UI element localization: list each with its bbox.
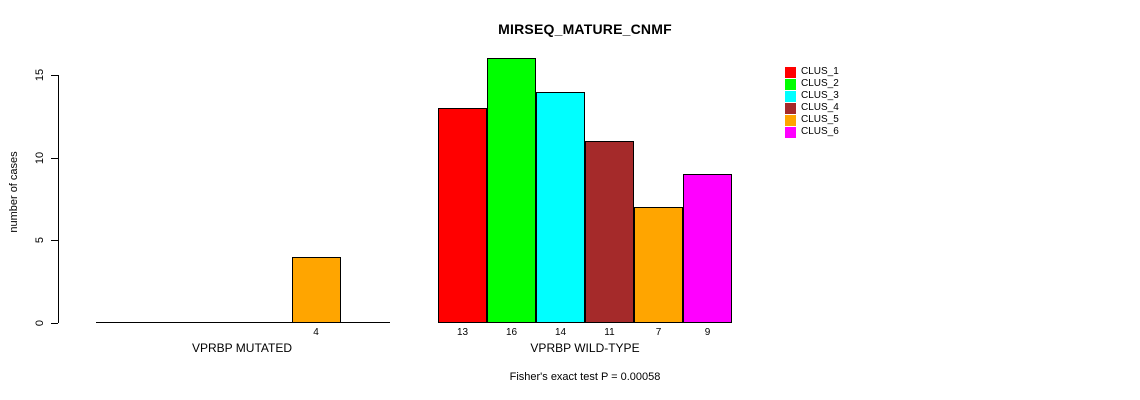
legend-label: CLUS_6	[801, 126, 839, 137]
footnote: Fisher's exact test P = 0.00058	[509, 371, 661, 383]
legend-label: CLUS_1	[801, 66, 839, 77]
bar-clus_1	[438, 108, 487, 323]
chart-title: MIRSEQ_MATURE_CNMF	[498, 21, 672, 37]
legend-item-clus_3: CLUS_3	[785, 90, 839, 102]
bar-clus_5	[291, 257, 341, 323]
y-axis-tick	[51, 75, 58, 76]
legend-label: CLUS_3	[801, 90, 839, 101]
bar-value-label: 7	[655, 327, 662, 338]
legend-label: CLUS_2	[801, 78, 839, 89]
legend-swatch-clus_2	[785, 78, 796, 90]
legend-swatch-clus_4	[785, 102, 796, 114]
y-axis-tick-label: 0	[34, 319, 46, 327]
y-axis-title: number of cases	[8, 151, 20, 233]
legend-item-clus_5: CLUS_5	[785, 114, 839, 126]
y-axis-tick-label: 5	[34, 236, 46, 244]
bar-value-label: 13	[456, 327, 469, 338]
y-axis-tick	[51, 158, 58, 159]
bar-value-label: 11	[604, 327, 615, 338]
legend-item-clus_6: CLUS_6	[785, 126, 839, 138]
bar-clus_4	[585, 141, 634, 323]
legend-swatch-clus_1	[785, 66, 796, 78]
bar-clus_5	[634, 207, 683, 323]
bar-value-label: 9	[704, 327, 711, 338]
y-axis-tick-label: 15	[34, 68, 46, 82]
legend-item-clus_4: CLUS_4	[785, 102, 839, 114]
bar-clus_3	[536, 92, 585, 323]
legend-item-clus_2: CLUS_2	[785, 78, 839, 90]
bar-value-label: 4	[313, 327, 319, 338]
legend-swatch-clus_6	[785, 126, 796, 138]
y-axis-tick	[51, 323, 58, 324]
y-axis-tick	[51, 240, 58, 241]
bar-clus_2	[487, 58, 536, 323]
legend-item-clus_1: CLUS_1	[785, 66, 839, 78]
legend-swatch-clus_3	[785, 90, 796, 102]
bar-value-label: 16	[505, 327, 518, 338]
group-label-mutated: VPRBP MUTATED	[191, 341, 293, 355]
legend-swatch-clus_5	[785, 114, 796, 126]
bar-value-label: 14	[554, 327, 567, 338]
y-axis-tick-label: 10	[34, 151, 46, 165]
group-label-wildtype: VPRBP WILD-TYPE	[530, 341, 640, 355]
y-axis-line	[58, 75, 59, 323]
legend-label: CLUS_4	[801, 102, 839, 113]
legend-label: CLUS_5	[801, 114, 839, 125]
zero-baseline	[95, 322, 390, 323]
bar-clus_6	[683, 174, 732, 323]
